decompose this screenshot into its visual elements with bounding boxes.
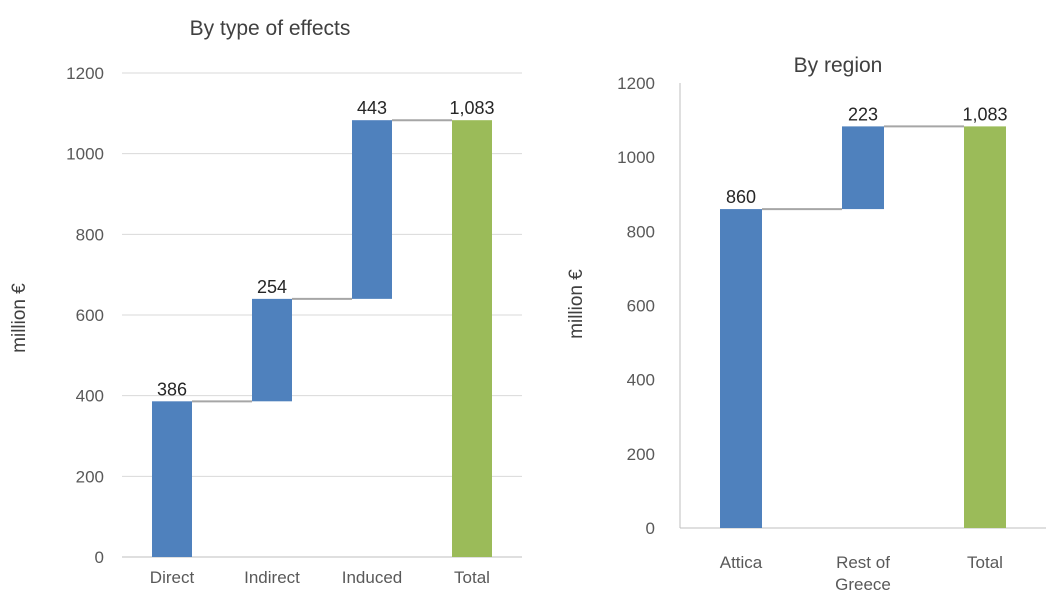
y-tick-label: 600 (627, 297, 655, 316)
y-tick-label: 0 (646, 519, 655, 538)
y-tick-label: 600 (76, 306, 104, 325)
y-tick-label: 0 (95, 548, 104, 567)
chart-by-type-of-effects: By type of effects million € 0 200 400 600 8… (9, 17, 522, 587)
bar (842, 126, 884, 210)
chart-by-region: By region million € 0 200 400 600 800 1000 120… (566, 54, 1046, 594)
y-tick-label: 1000 (617, 148, 655, 167)
bar (720, 209, 762, 529)
bar (352, 120, 392, 299)
data-label: 1,083 (449, 98, 494, 118)
data-label: 223 (848, 104, 878, 124)
x-tick-label: Indirect (244, 568, 300, 587)
y-tick-label: 1000 (66, 145, 104, 164)
bar (152, 401, 192, 557)
y-tick-label: 1200 (617, 74, 655, 93)
y-axis-label: million € (9, 283, 30, 353)
x-tick-label: Attica (720, 553, 763, 572)
x-tick-label: Induced (342, 568, 403, 587)
bar (252, 298, 292, 402)
y-tick-label: 800 (627, 222, 655, 241)
data-label: 254 (257, 277, 287, 297)
x-tick-label: Rest of Greece (835, 553, 891, 594)
chart-title: By region (794, 54, 883, 77)
y-tick-label: 1200 (66, 64, 104, 83)
y-tick-label: 800 (76, 225, 104, 244)
y-tick-label: 200 (627, 445, 655, 464)
plot-area: 0 200 400 600 800 1000 1200 386 Direct 254 Indirec… (66, 64, 522, 587)
y-axis-label: million € (566, 269, 587, 339)
y-tick-label: 400 (627, 371, 655, 390)
x-tick-label: Total (967, 553, 1003, 572)
x-tick-label: Total (454, 568, 490, 587)
y-tick-label: 400 (76, 387, 104, 406)
data-label: 443 (357, 98, 387, 118)
y-tick-label: 200 (76, 467, 104, 486)
x-tick-label: Direct (150, 568, 195, 587)
data-label: 1,083 (962, 104, 1007, 124)
data-label: 860 (726, 187, 756, 207)
bar (452, 120, 492, 557)
chart-title: By type of effects (190, 17, 351, 40)
data-label: 386 (157, 379, 187, 399)
bar (964, 126, 1006, 528)
plot-area: 0 200 400 600 800 1000 1200 860 Attica 223 Rest of… (617, 74, 1046, 594)
